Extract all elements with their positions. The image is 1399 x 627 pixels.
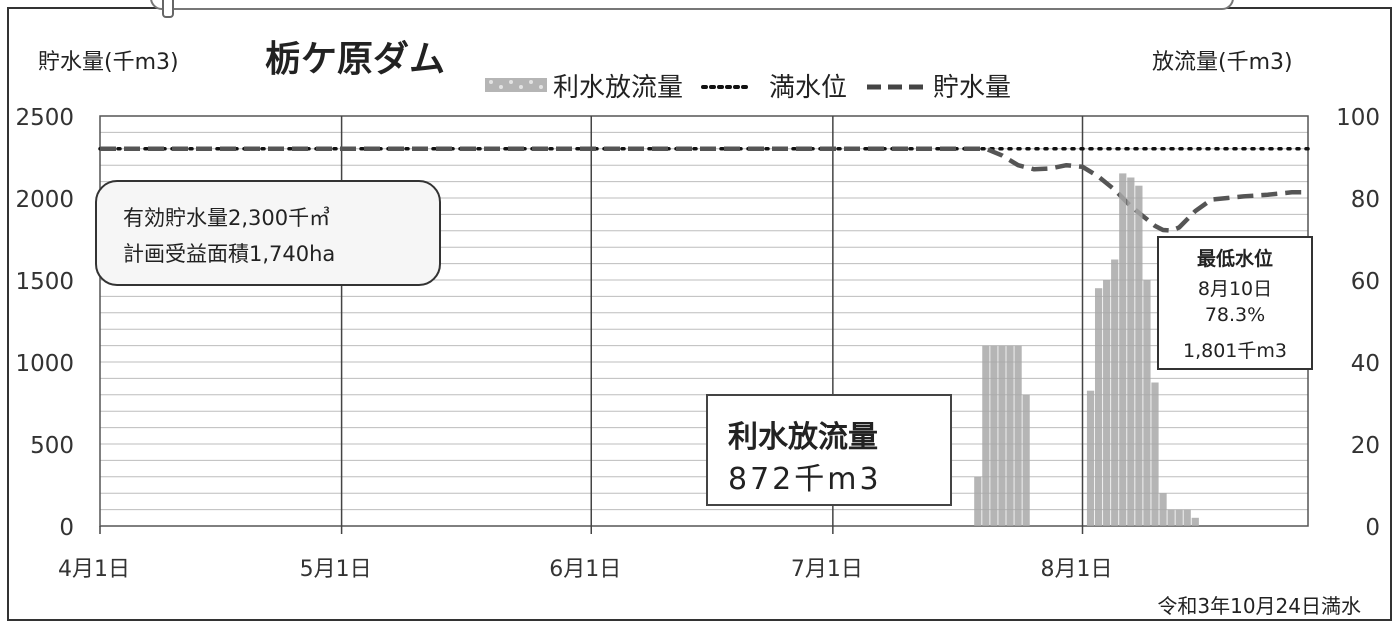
x-tick-label: 4月1日 — [58, 557, 130, 582]
release-bar — [974, 476, 982, 526]
release-bar — [1183, 509, 1191, 526]
release-total-callout: 利水放流量 872千m3 — [706, 394, 952, 506]
legend: 利水放流量 満水位 貯水量 — [485, 67, 1029, 104]
left-tick-label: 1000 — [15, 351, 74, 377]
x-tick-label: 5月1日 — [300, 557, 372, 582]
release-bar — [1014, 345, 1022, 526]
lowest-level-callout: 最低水位 8月10日 78.3% 1,801千m3 — [1157, 236, 1313, 370]
benefit-area-text: 計画受益面積1,740ha — [123, 242, 336, 266]
release-bar — [1191, 517, 1199, 526]
left-tick-label: 1500 — [15, 269, 74, 295]
release-bar — [990, 345, 998, 526]
right-tick-label: 60 — [1351, 269, 1380, 295]
chart-title: 栃ケ原ダム — [265, 39, 446, 80]
left-tick-label: 0 — [59, 515, 74, 541]
right-tick-label: 100 — [1336, 105, 1380, 131]
right-tick-label: 0 — [1365, 515, 1380, 541]
release-bar — [1151, 382, 1159, 526]
lowest-level-volume: 1,801千m3 — [1183, 340, 1287, 362]
legend-item-storage: 貯水量 — [865, 67, 1011, 104]
legend-label-storage: 貯水量 — [933, 72, 1012, 103]
right-tick-label: 40 — [1351, 351, 1380, 377]
release-bar — [1119, 173, 1127, 526]
release-bar — [1103, 280, 1111, 526]
legend-item-full-level: 満水位 — [701, 67, 847, 104]
release-bar — [1135, 185, 1143, 526]
top-tab-decoration — [150, 0, 1234, 10]
right-tick-label: 80 — [1351, 187, 1380, 213]
plot-area: 4月1日 5月1日 6月1日 7月1日 8月1日05001000150020002500… — [15, 105, 1380, 582]
release-bar — [1022, 394, 1030, 526]
legend-swatch-release — [485, 78, 547, 92]
storage-info-callout: 有効貯水量2,300千㎥ 計画受益面積1,740ha — [95, 180, 441, 286]
release-bar — [1127, 177, 1135, 526]
release-bar — [1167, 509, 1175, 526]
legend-swatch-full-level — [701, 85, 752, 89]
effective-capacity-text: 有効貯水量2,300千㎥ — [123, 206, 331, 230]
release-bar — [1175, 509, 1183, 526]
legend-label-full-level: 満水位 — [769, 72, 848, 103]
left-tick-label: 500 — [30, 433, 74, 459]
tab-knob-decoration — [162, 0, 174, 18]
lowest-level-title: 最低水位 — [1196, 248, 1273, 270]
release-bar — [1111, 259, 1119, 526]
release-total-label: 利水放流量 — [728, 420, 878, 455]
lowest-level-percent: 78.3% — [1204, 304, 1266, 326]
footnote-full-date: 令和3年10月24日満水 — [1157, 594, 1361, 618]
right-axis-label: 放流量(千m3) — [1152, 50, 1293, 75]
plot-border — [99, 115, 1309, 527]
release-bar — [1006, 345, 1014, 526]
release-bar — [1159, 493, 1167, 526]
legend-item-release: 利水放流量 — [485, 67, 683, 104]
release-bar — [1086, 390, 1095, 526]
release-bar — [1094, 288, 1103, 526]
lowest-level-date: 8月10日 — [1197, 278, 1273, 300]
legend-label-release: 利水放流量 — [553, 72, 684, 103]
x-tick-label: 8月1日 — [1041, 557, 1113, 582]
x-tick-label: 7月1日 — [791, 557, 863, 582]
release-bar — [982, 345, 990, 526]
x-tick-label: 6月1日 — [549, 557, 621, 582]
legend-swatch-storage — [867, 84, 926, 90]
release-total-value: 872千m3 — [728, 462, 882, 497]
left-axis-label: 貯水量(千m3) — [38, 50, 179, 75]
release-bar — [1143, 280, 1151, 526]
left-tick-label: 2500 — [15, 105, 74, 131]
right-tick-label: 20 — [1351, 433, 1380, 459]
release-bar — [998, 345, 1006, 526]
left-tick-label: 2000 — [15, 187, 74, 213]
